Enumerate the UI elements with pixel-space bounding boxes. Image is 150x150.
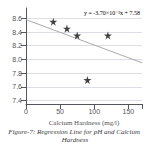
svg-text:8.0: 8.0 [12, 56, 22, 63]
svg-text:Figure-7: Regression Line for: Figure-7: Regression Line for pH and Cal… [7, 128, 141, 136]
svg-text:8.4: 8.4 [12, 29, 22, 36]
svg-text:7.6: 7.6 [12, 83, 22, 90]
svg-text:100: 100 [88, 108, 100, 115]
svg-text:8.2: 8.2 [12, 42, 22, 49]
svg-text:7.8: 7.8 [12, 70, 22, 77]
svg-text:0: 0 [24, 108, 28, 115]
svg-text:8.6: 8.6 [12, 15, 22, 22]
svg-text:7.4: 7.4 [12, 97, 22, 104]
svg-text:Calcium Hardness (mg/l): Calcium Hardness (mg/l) [49, 119, 120, 127]
svg-text:150: 150 [123, 108, 135, 115]
svg-text:y = -3.70×10⁻³x + 7.58: y = -3.70×10⁻³x + 7.58 [84, 10, 140, 16]
svg-text:Hardness: Hardness [61, 136, 89, 144]
svg-text:50: 50 [56, 108, 64, 115]
